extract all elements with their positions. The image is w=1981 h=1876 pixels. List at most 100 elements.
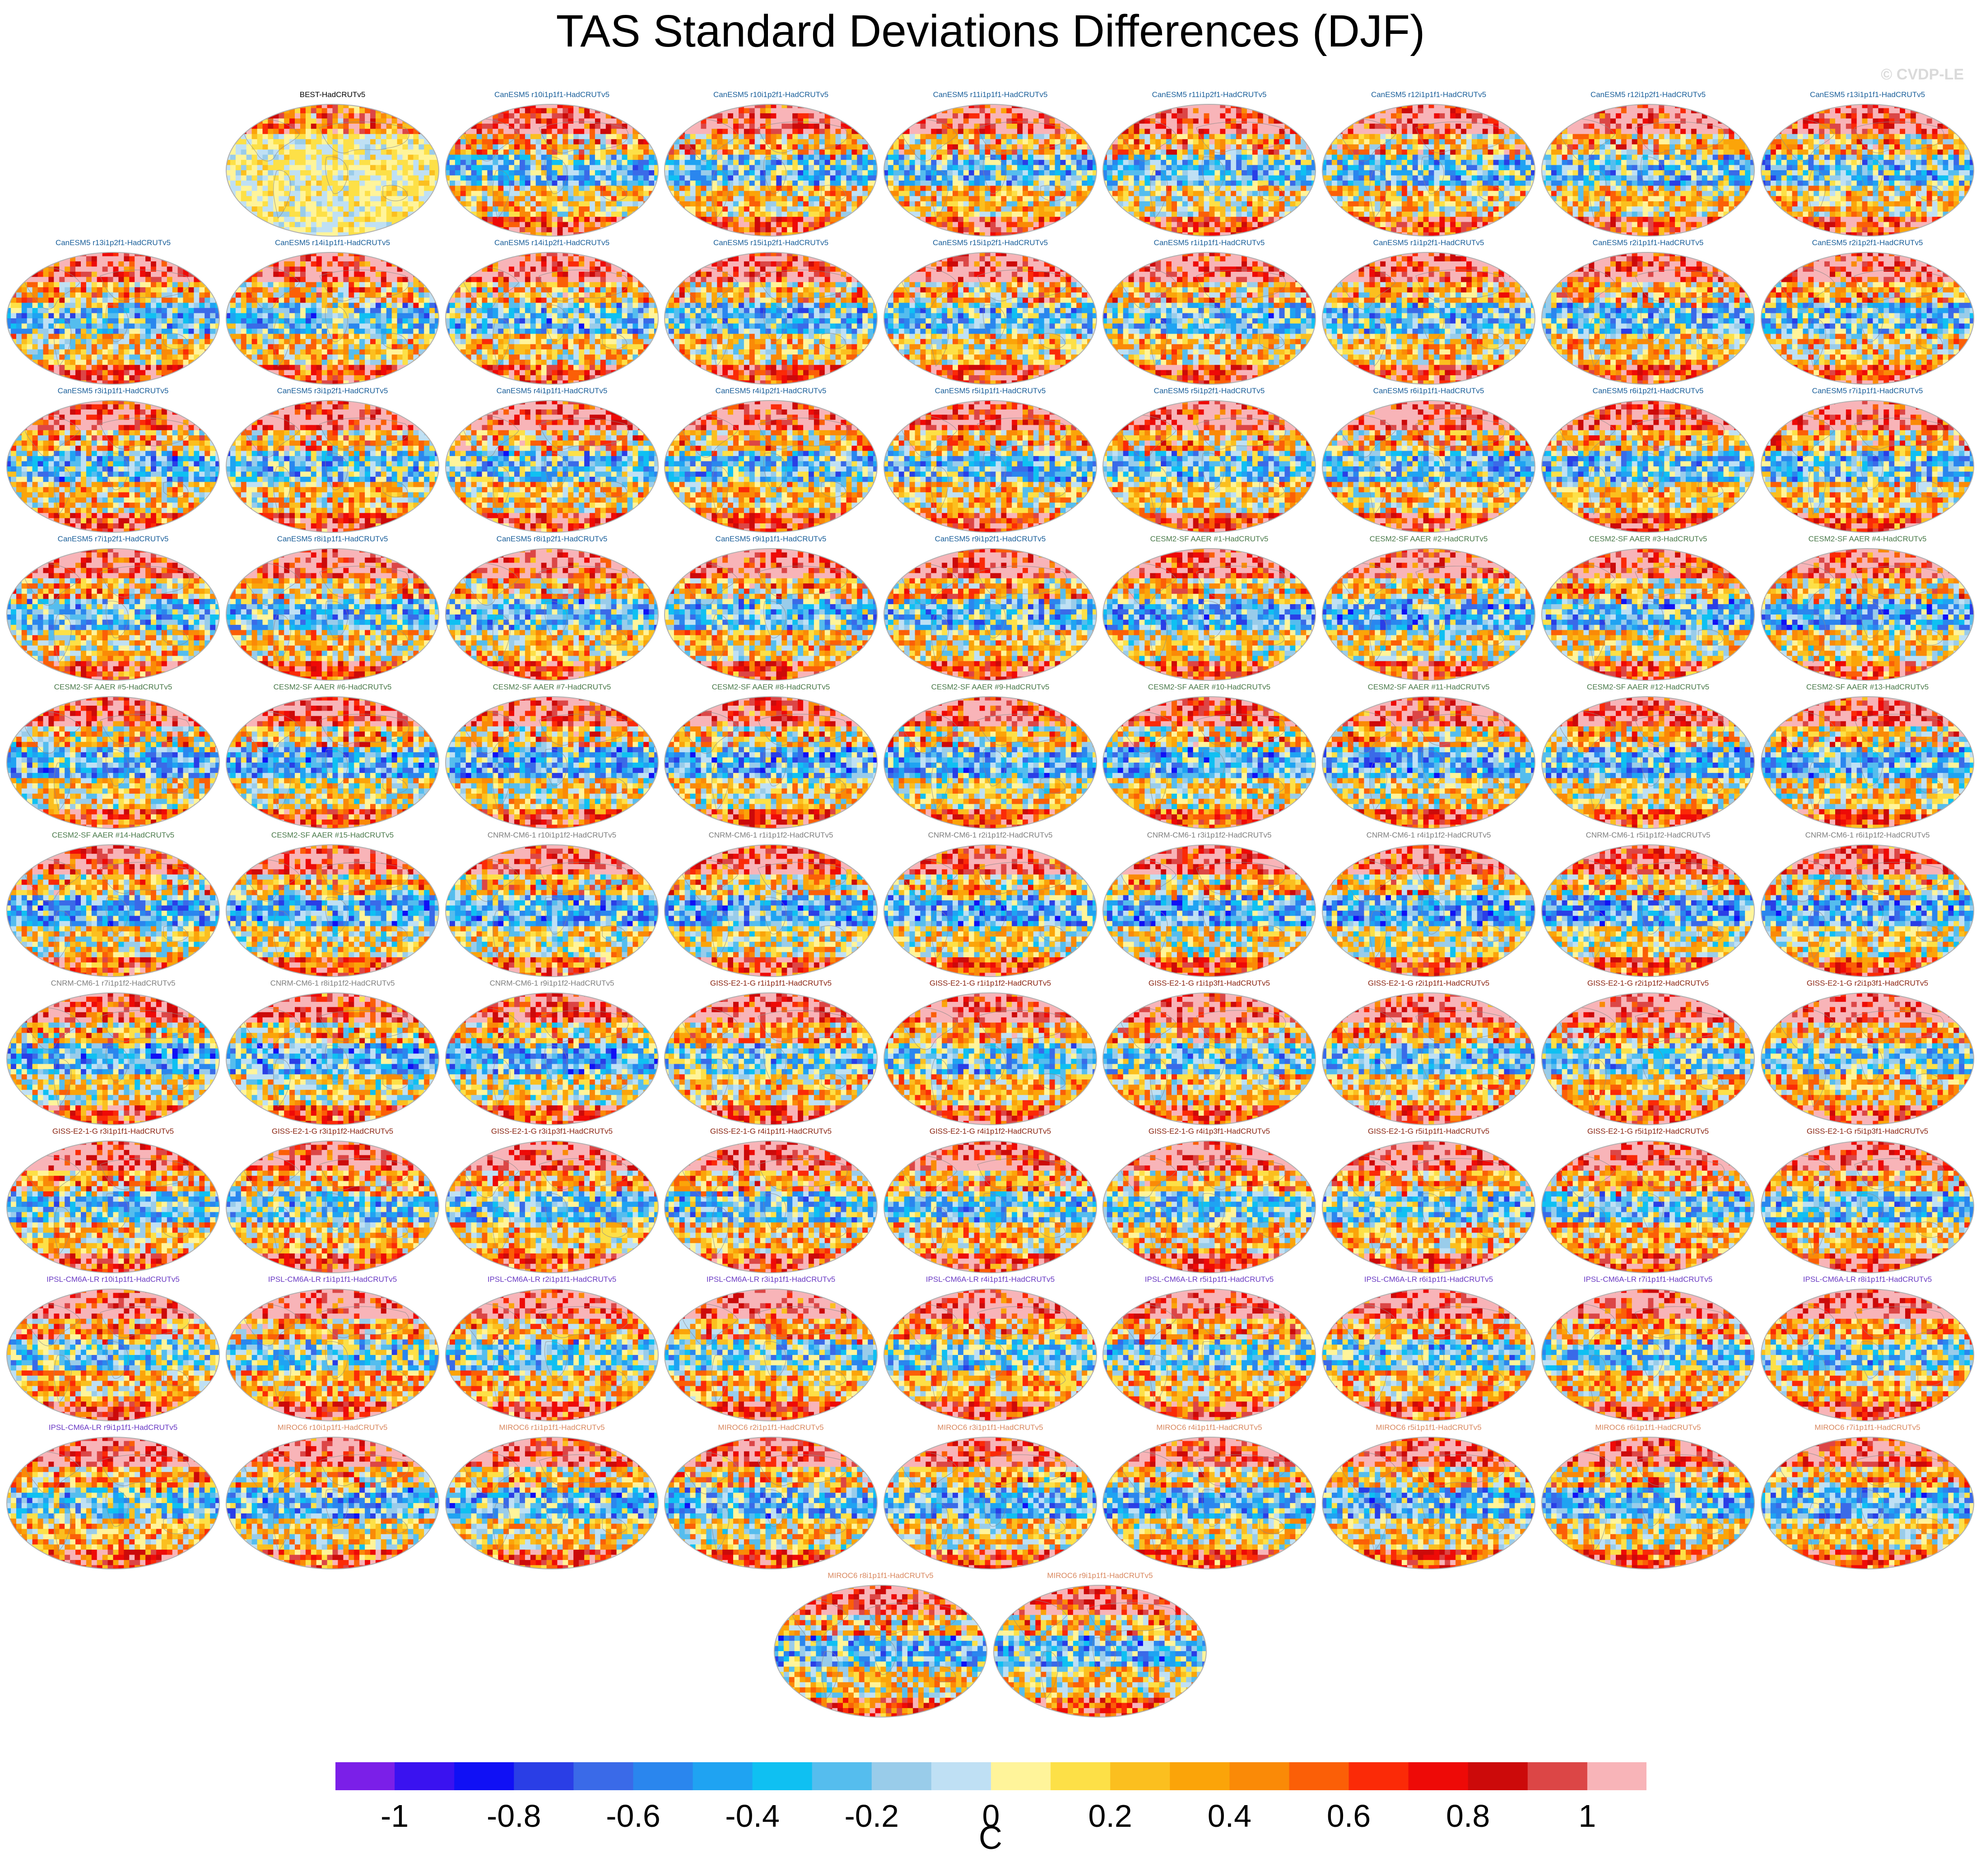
global-map bbox=[225, 547, 440, 682]
global-map bbox=[1760, 1288, 1975, 1422]
map-panel: BEST-HadCRUTv5 bbox=[225, 90, 440, 239]
map-panel-title: CanESM5 r11i1p1f1-HadCRUTv5 bbox=[874, 90, 1107, 99]
map-panel-title: CESM2-SF AAER #10-HadCRUTv5 bbox=[1093, 683, 1326, 692]
colorbar-swatch bbox=[573, 1762, 633, 1791]
global-map bbox=[883, 399, 1098, 534]
map-panel: CanESM5 r13i1p1f1-HadCRUTv5 bbox=[1760, 90, 1975, 239]
map-panel: CanESM5 r10i1p2f1-HadCRUTv5 bbox=[663, 90, 879, 239]
global-map bbox=[1102, 1140, 1317, 1274]
map-panel-title: CanESM5 r13i1p2f1-HadCRUTv5 bbox=[0, 238, 230, 247]
map-panel: GISS-E2-1-G r1i1p1f1-HadCRUTv5 bbox=[663, 979, 879, 1128]
global-map bbox=[1102, 399, 1317, 534]
map-panel: CanESM5 r3i1p1f1-HadCRUTv5 bbox=[5, 386, 221, 535]
map-panel: CESM2-SF AAER #13-HadCRUTv5 bbox=[1760, 683, 1975, 832]
map-panel: IPSL-CM6A-LR r2i1p1f1-HadCRUTv5 bbox=[444, 1275, 660, 1424]
global-map bbox=[1540, 992, 1756, 1126]
global-map bbox=[1321, 103, 1536, 237]
map-panel: MIROC6 r10i1p1f1-HadCRUTv5 bbox=[225, 1423, 440, 1572]
map-panel: IPSL-CM6A-LR r4i1p1f1-HadCRUTv5 bbox=[883, 1275, 1098, 1424]
global-map bbox=[444, 1288, 660, 1422]
global-map bbox=[5, 399, 221, 534]
map-panel: CESM2-SF AAER #5-HadCRUTv5 bbox=[5, 683, 221, 832]
global-map bbox=[1102, 695, 1317, 830]
map-panel: MIROC6 r7i1p1f1-HadCRUTv5 bbox=[1760, 1423, 1975, 1572]
map-panel-title: CNRM-CM6-1 r7i1p1f2-HadCRUTv5 bbox=[0, 979, 230, 988]
map-panel: GISS-E2-1-G r2i1p1f1-HadCRUTv5 bbox=[1321, 979, 1536, 1128]
map-panel-title: IPSL-CM6A-LR r3i1p1f1-HadCRUTv5 bbox=[654, 1275, 888, 1284]
map-panel: CanESM5 r13i1p2f1-HadCRUTv5 bbox=[5, 238, 221, 387]
map-panel-title: CanESM5 r15i1p2f1-HadCRUTv5 bbox=[874, 238, 1107, 247]
map-panel: CNRM-CM6-1 r10i1p1f2-HadCRUTv5 bbox=[444, 831, 660, 980]
map-panel-title: CESM2-SF AAER #7-HadCRUTv5 bbox=[435, 683, 669, 692]
global-map bbox=[225, 251, 440, 386]
colorbar-swatch bbox=[812, 1762, 872, 1791]
global-map bbox=[225, 1140, 440, 1274]
map-panel: CESM2-SF AAER #3-HadCRUTv5 bbox=[1540, 535, 1756, 684]
map-panel-title: CanESM5 r14i1p2f1-HadCRUTv5 bbox=[435, 238, 669, 247]
global-map bbox=[1540, 251, 1756, 386]
map-panel: CESM2-SF AAER #10-HadCRUTv5 bbox=[1102, 683, 1317, 832]
map-panel-title: CESM2-SF AAER #2-HadCRUTv5 bbox=[1312, 535, 1545, 544]
global-map bbox=[225, 1436, 440, 1570]
global-map bbox=[444, 1140, 660, 1274]
global-map bbox=[1321, 695, 1536, 830]
map-panel-title: CanESM5 r9i1p2f1-HadCRUTv5 bbox=[874, 535, 1107, 544]
map-panel-title: GISS-E2-1-G r3i1p1f1-HadCRUTv5 bbox=[0, 1127, 230, 1136]
map-panel-title: CESM2-SF AAER #6-HadCRUTv5 bbox=[216, 683, 449, 692]
map-panel-title: CNRM-CM6-1 r6i1p1f2-HadCRUTv5 bbox=[1751, 831, 1981, 840]
global-map bbox=[663, 1288, 879, 1422]
map-panel-title: MIROC6 r3i1p1f1-HadCRUTv5 bbox=[874, 1423, 1107, 1432]
map-panel-title: CNRM-CM6-1 r5i1p1f2-HadCRUTv5 bbox=[1531, 831, 1765, 840]
map-panel: GISS-E2-1-G r5i1p3f1-HadCRUTv5 bbox=[1760, 1127, 1975, 1276]
map-panel: IPSL-CM6A-LR r5i1p1f1-HadCRUTv5 bbox=[1102, 1275, 1317, 1424]
map-panel-title: CanESM5 r13i1p1f1-HadCRUTv5 bbox=[1751, 90, 1981, 99]
global-map bbox=[663, 103, 879, 237]
map-panel: CanESM5 r15i1p2f1-HadCRUTv5 bbox=[883, 238, 1098, 387]
map-panel-title: BEST-HadCRUTv5 bbox=[216, 90, 449, 99]
map-panel: GISS-E2-1-G r3i1p1f1-HadCRUTv5 bbox=[5, 1127, 221, 1276]
global-map bbox=[5, 1140, 221, 1274]
map-panel: CESM2-SF AAER #2-HadCRUTv5 bbox=[1321, 535, 1536, 684]
map-panel: GISS-E2-1-G r4i1p1f1-HadCRUTv5 bbox=[663, 1127, 879, 1276]
map-panel-title: GISS-E2-1-G r4i1p1f2-HadCRUTv5 bbox=[874, 1127, 1107, 1136]
map-panel: CanESM5 r5i1p1f1-HadCRUTv5 bbox=[883, 386, 1098, 535]
colorbar-units-label: C bbox=[0, 1820, 1981, 1857]
global-map bbox=[1540, 103, 1756, 237]
global-map bbox=[444, 251, 660, 386]
colorbar-swatch bbox=[633, 1762, 693, 1791]
global-map bbox=[1760, 547, 1975, 682]
global-map bbox=[1102, 1436, 1317, 1570]
map-panel-title: CESM2-SF AAER #15-HadCRUTv5 bbox=[216, 831, 449, 840]
global-map bbox=[883, 1140, 1098, 1274]
global-map bbox=[225, 1288, 440, 1422]
global-map bbox=[663, 1436, 879, 1570]
colorbar-swatch bbox=[991, 1762, 1051, 1791]
map-panel-title: CanESM5 r10i1p2f1-HadCRUTv5 bbox=[654, 90, 888, 99]
map-panel: CanESM5 r5i1p2f1-HadCRUTv5 bbox=[1102, 386, 1317, 535]
colorbar-swatch bbox=[335, 1762, 395, 1791]
map-panel: IPSL-CM6A-LR r10i1p1f1-HadCRUTv5 bbox=[5, 1275, 221, 1424]
map-panel: CNRM-CM6-1 r5i1p1f2-HadCRUTv5 bbox=[1540, 831, 1756, 980]
map-panel-title: CESM2-SF AAER #8-HadCRUTv5 bbox=[654, 683, 888, 692]
global-map bbox=[663, 547, 879, 682]
map-panel-title: CanESM5 r12i1p1f1-HadCRUTv5 bbox=[1312, 90, 1545, 99]
map-panel: CanESM5 r7i1p1f1-HadCRUTv5 bbox=[1760, 386, 1975, 535]
global-map bbox=[1760, 251, 1975, 386]
map-panel: CNRM-CM6-1 r7i1p1f2-HadCRUTv5 bbox=[5, 979, 221, 1128]
map-panel: CanESM5 r12i1p1f1-HadCRUTv5 bbox=[1321, 90, 1536, 239]
map-panel-title: GISS-E2-1-G r5i1p1f1-HadCRUTv5 bbox=[1312, 1127, 1545, 1136]
colorbar-swatch bbox=[1468, 1762, 1528, 1791]
global-map bbox=[1540, 1436, 1756, 1570]
map-panel-title: CNRM-CM6-1 r8i1p1f2-HadCRUTv5 bbox=[216, 979, 449, 988]
map-panel: CESM2-SF AAER #14-HadCRUTv5 bbox=[5, 831, 221, 980]
map-panel-title: MIROC6 r4i1p1f1-HadCRUTv5 bbox=[1093, 1423, 1326, 1432]
map-panel-title: IPSL-CM6A-LR r4i1p1f1-HadCRUTv5 bbox=[874, 1275, 1107, 1284]
map-panel: CanESM5 r11i1p2f1-HadCRUTv5 bbox=[1102, 90, 1317, 239]
map-panel-title: MIROC6 r5i1p1f1-HadCRUTv5 bbox=[1312, 1423, 1545, 1432]
map-panel-title: MIROC6 r8i1p1f1-HadCRUTv5 bbox=[764, 1571, 997, 1580]
map-panel-title: CESM2-SF AAER #13-HadCRUTv5 bbox=[1751, 683, 1981, 692]
map-panel: CanESM5 r6i1p2f1-HadCRUTv5 bbox=[1540, 386, 1756, 535]
global-map bbox=[444, 992, 660, 1126]
map-panel-title: MIROC6 r1i1p1f1-HadCRUTv5 bbox=[435, 1423, 669, 1432]
colorbar-swatch bbox=[395, 1762, 455, 1791]
